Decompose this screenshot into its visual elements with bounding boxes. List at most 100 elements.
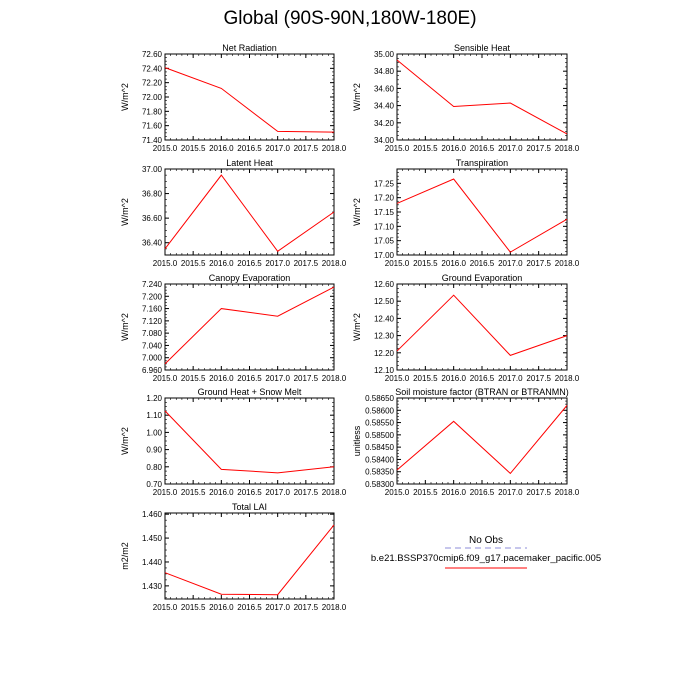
y-tick-label: 0.58450 — [365, 443, 394, 452]
y-axis-label: W/m^2 — [352, 313, 362, 341]
series-line — [164, 524, 335, 596]
x-tick-label: 2015.0 — [385, 144, 410, 153]
y-tick-label: 1.440 — [142, 558, 163, 567]
x-tick-label: 2017.0 — [498, 144, 523, 153]
x-tick-label: 2017.5 — [526, 144, 551, 153]
x-tick-label: 2015.0 — [153, 603, 178, 612]
x-tick-label: 2015.0 — [385, 259, 410, 268]
y-tick-label: 71.40 — [142, 136, 163, 145]
y-tick-label: 17.00 — [374, 251, 395, 260]
x-tick-label: 2015.5 — [181, 374, 206, 383]
y-tick-label: 71.60 — [142, 122, 163, 131]
x-tick-label: 2017.0 — [265, 259, 290, 268]
y-tick-label: 7.000 — [142, 354, 163, 363]
x-tick-label: 2017.0 — [498, 488, 523, 497]
plot-frame — [164, 168, 335, 256]
x-tick-label: 2015.5 — [181, 259, 206, 268]
x-tick-label: 2016.0 — [209, 144, 234, 153]
y-axis-label: unitless — [352, 425, 362, 456]
y-tick-label: 34.00 — [374, 136, 395, 145]
chart-panel-3: Latent Heat W/m^2 2015.0 2015.5 2016.0 2016.5… — [120, 158, 347, 268]
x-tick-label: 2017.5 — [294, 374, 319, 383]
plot-frame — [396, 168, 568, 256]
y-tick-label: 36.40 — [142, 239, 163, 248]
y-axis-label: W/m^2 — [120, 427, 130, 455]
y-tick-label: 7.160 — [142, 305, 163, 314]
x-tick-label: 2016.0 — [209, 603, 234, 612]
y-tick-label: 1.450 — [142, 534, 163, 543]
series-line — [164, 174, 335, 252]
x-tick-label: 2015.5 — [413, 144, 438, 153]
y-tick-label: 36.60 — [142, 214, 163, 223]
chart-panel-7: Ground Heat + Snow Melt W/m^2 2015.0 2015.5… — [120, 387, 347, 497]
x-tick-label: 2017.0 — [265, 488, 290, 497]
series-line — [164, 410, 335, 474]
x-tick-label: 2015.5 — [181, 144, 206, 153]
y-tick-label: 0.58300 — [365, 480, 394, 489]
y-tick-label: 1.20 — [146, 394, 162, 403]
x-tick-label: 2016.5 — [237, 259, 262, 268]
x-tick-label: 2015.0 — [153, 259, 178, 268]
series-line — [396, 294, 568, 356]
x-tick-label: 2017.5 — [294, 603, 319, 612]
y-tick-label: 7.120 — [142, 317, 163, 326]
x-tick-label: 2016.5 — [237, 603, 262, 612]
y-tick-label: 7.080 — [142, 329, 163, 338]
panel-title: Net Radiation — [222, 43, 277, 53]
x-tick-label: 2018.0 — [322, 144, 347, 153]
x-tick-label: 2016.5 — [237, 488, 262, 497]
y-tick-label: 12.10 — [374, 366, 395, 375]
x-tick-label: 2018.0 — [322, 259, 347, 268]
y-tick-label: 17.15 — [374, 208, 395, 217]
y-tick-label: 0.58500 — [365, 431, 394, 440]
x-tick-label: 2016.0 — [441, 259, 466, 268]
y-tick-label: 0.58600 — [365, 406, 394, 415]
panel-title: Ground Heat + Snow Melt — [198, 387, 302, 397]
series-line — [164, 286, 335, 365]
panel-title: Soil moisture factor (BTRAN or BTRANMN) — [395, 387, 569, 397]
y-tick-label: 0.58650 — [365, 394, 394, 403]
plot-frame — [396, 53, 568, 141]
y-tick-label: 72.20 — [142, 79, 163, 88]
legend-obs-label: No Obs — [469, 535, 503, 546]
y-tick-label: 0.80 — [146, 463, 162, 472]
panel-title: Latent Heat — [226, 158, 273, 168]
x-tick-label: 2018.0 — [322, 374, 347, 383]
x-tick-label: 2015.0 — [153, 488, 178, 497]
x-tick-label: 2015.0 — [385, 374, 410, 383]
x-tick-label: 2016.5 — [237, 374, 262, 383]
x-tick-label: 2016.0 — [209, 259, 234, 268]
y-tick-label: 35.00 — [374, 50, 395, 59]
y-tick-label: 1.10 — [146, 411, 162, 420]
x-tick-label: 2017.0 — [498, 374, 523, 383]
x-tick-label: 2018.0 — [555, 488, 580, 497]
y-axis-label: W/m^2 — [352, 83, 362, 111]
legend-model-label: b.e21.BSSP370cmip6.f09_g17.pacemaker_pac… — [371, 553, 601, 564]
panel-title: Total LAI — [232, 502, 267, 512]
panel-title: Ground Evaporation — [442, 273, 523, 283]
x-tick-label: 2015.0 — [153, 374, 178, 383]
x-tick-label: 2016.0 — [441, 144, 466, 153]
y-tick-label: 17.05 — [374, 237, 395, 246]
y-tick-label: 34.20 — [374, 119, 395, 128]
x-tick-label: 2017.5 — [526, 374, 551, 383]
x-tick-label: 2018.0 — [555, 144, 580, 153]
legend: No Obs b.e21.BSSP370cmip6.f09_g17.pacema… — [371, 535, 601, 569]
x-tick-label: 2018.0 — [555, 259, 580, 268]
chart-panel-4: Transpiration W/m^2 2015.0 2015.5 2016.0 2016… — [352, 158, 580, 268]
x-tick-label: 2017.5 — [294, 144, 319, 153]
y-tick-label: 72.00 — [142, 93, 163, 102]
y-axis-label: m2/m2 — [120, 542, 130, 570]
y-axis-label: W/m^2 — [120, 313, 130, 341]
x-tick-label: 2017.5 — [294, 488, 319, 497]
x-tick-label: 2018.0 — [322, 488, 347, 497]
x-tick-label: 2015.5 — [413, 374, 438, 383]
x-tick-label: 2017.0 — [265, 374, 290, 383]
y-tick-label: 0.70 — [146, 480, 162, 489]
x-tick-label: 2017.0 — [265, 144, 290, 153]
x-tick-label: 2017.0 — [498, 259, 523, 268]
y-tick-label: 12.40 — [374, 314, 395, 323]
y-tick-label: 12.60 — [374, 280, 395, 289]
y-tick-label: 7.200 — [142, 292, 163, 301]
